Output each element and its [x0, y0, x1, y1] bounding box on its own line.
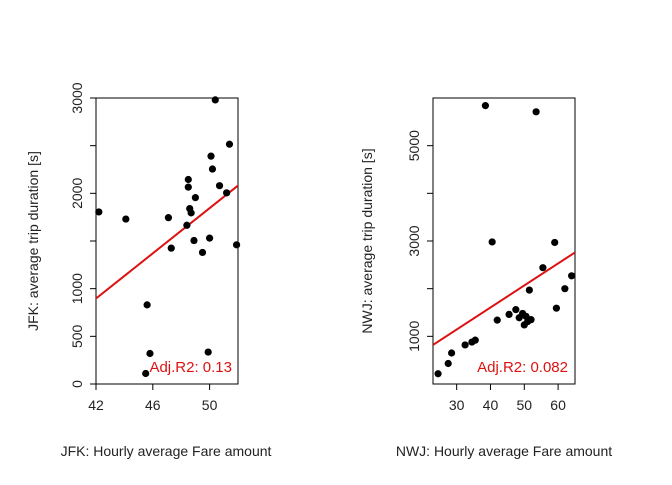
- jfk-data-point: [122, 215, 130, 223]
- nwj-fit-line: [433, 251, 575, 346]
- jfk-data-point: [184, 183, 192, 191]
- nwj-panel: 30 40 50 60 1000 3000 5000 NWJ: Hourly average …: [359, 97, 612, 459]
- nwj-data-point: [471, 336, 479, 344]
- jfk-y-axis-title: JFK: average trip duration [s]: [25, 151, 41, 331]
- nwj-y-axis-title: NWJ: average trip duration [s]: [359, 148, 375, 333]
- jfk-data-point: [184, 175, 192, 184]
- jfk-y-tick-label: 2000: [69, 178, 85, 209]
- nwj-adj-r2-annotation: Adj.R2: 0.082: [477, 359, 568, 376]
- jfk-data-point: [208, 165, 217, 173]
- jfk-data-point: [190, 236, 198, 245]
- nwj-data-point: [447, 349, 456, 357]
- jfk-y-tick-label: 3000: [69, 82, 85, 113]
- nwj-data-point: [561, 285, 569, 293]
- nwj-data-point: [505, 310, 513, 319]
- jfk-data-point: [142, 369, 150, 378]
- jfk-data-point: [183, 221, 191, 229]
- nwj-data-point: [525, 286, 533, 294]
- jfk-data-point: [191, 194, 199, 202]
- nwj-data-point: [512, 306, 520, 314]
- jfk-data-point: [211, 96, 219, 104]
- jfk-x-tick-label: 46: [145, 397, 161, 413]
- nwj-y-tick-label: 5000: [406, 130, 422, 161]
- jfk-data-point: [232, 241, 241, 249]
- jfk-x-tick-label: 42: [88, 397, 104, 413]
- jfk-data-point: [215, 182, 224, 190]
- nwj-data-point: [552, 304, 561, 312]
- nwj-x-tick-label: 50: [516, 397, 532, 413]
- nwj-data-point: [527, 316, 535, 324]
- nwj-data-point: [568, 272, 576, 280]
- jfk-fit-line: [96, 184, 238, 300]
- nwj-x-tick-label: 60: [550, 397, 566, 413]
- nwj-data-point: [539, 264, 547, 272]
- nwj-y-tick-label: 1000: [406, 321, 422, 352]
- jfk-data-point: [146, 349, 154, 358]
- jfk-data-point: [204, 348, 212, 356]
- jfk-x-tick-label: 50: [202, 397, 218, 413]
- nwj-data-point: [493, 316, 501, 324]
- jfk-data-point: [223, 189, 231, 197]
- jfk-x-axis-title: JFK: Hourly average Fare amount: [61, 443, 272, 459]
- nwj-x-axis-title: NWJ: Hourly average Fare amount: [396, 443, 612, 459]
- jfk-data-point: [143, 301, 151, 309]
- jfk-y-tick-label: 0: [69, 380, 85, 388]
- nwj-y-tick-label: 3000: [406, 225, 422, 256]
- jfk-y-tick-label: 1000: [69, 273, 85, 304]
- nwj-data-point: [434, 370, 442, 378]
- nwj-data-point: [461, 341, 469, 349]
- jfk-data-point: [164, 214, 173, 222]
- nwj-x-tick-label: 30: [449, 397, 465, 413]
- nwj-data-point: [444, 359, 452, 368]
- jfk-data-point: [187, 209, 195, 217]
- nwj-data-point: [551, 238, 559, 247]
- nwj-data-point: [481, 102, 490, 110]
- jfk-data-point: [207, 152, 215, 160]
- jfk-data-point: [225, 140, 234, 148]
- nwj-data-point: [532, 108, 540, 116]
- jfk-data-point: [206, 234, 214, 242]
- jfk-data-point: [95, 208, 103, 216]
- jfk-data-point: [198, 248, 207, 257]
- jfk-y-tick-label: 500: [69, 324, 85, 348]
- nwj-data-point: [488, 238, 496, 246]
- jfk-adj-r2-annotation: Adj.R2: 0.13: [149, 359, 232, 376]
- jfk-data-point: [167, 244, 175, 252]
- nwj-x-tick-label: 40: [483, 397, 499, 413]
